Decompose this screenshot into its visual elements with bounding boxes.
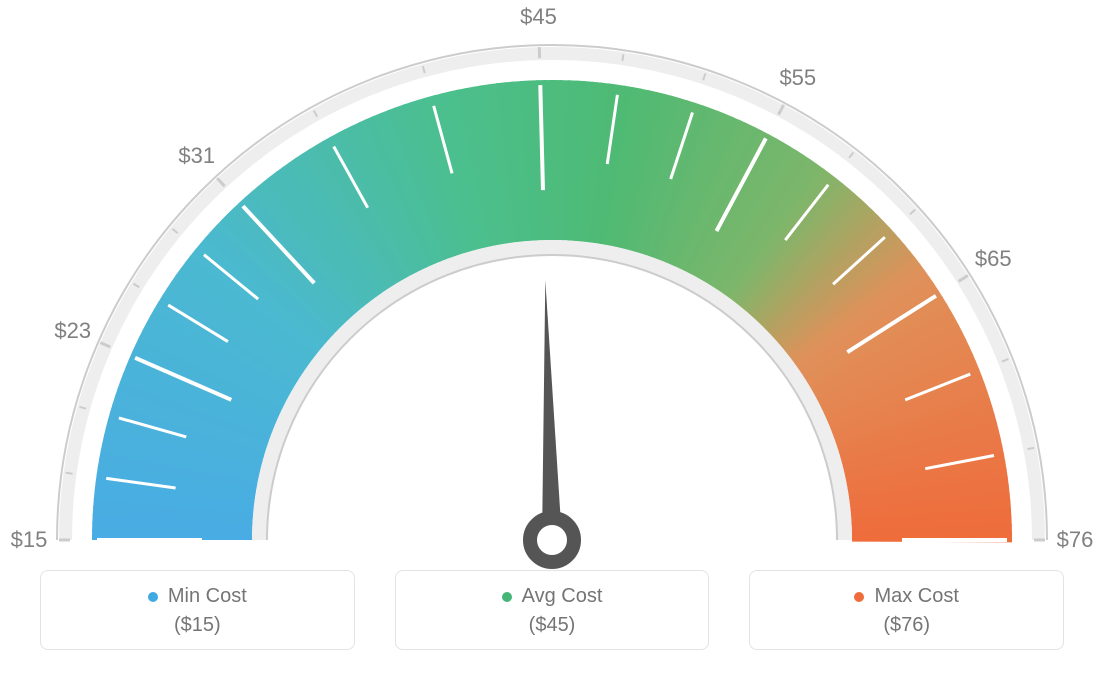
legend-value: ($76) bbox=[760, 614, 1053, 637]
gauge-svg bbox=[0, 0, 1104, 580]
legend-value: ($15) bbox=[51, 614, 344, 637]
gauge-chart: $15 $23 $31 $45 $55 $65 $76 bbox=[0, 0, 1104, 580]
gauge-tick-label: $45 bbox=[520, 4, 557, 30]
legend-value: ($45) bbox=[406, 614, 699, 637]
legend-dot-icon bbox=[854, 592, 864, 602]
legend-label: Avg Cost bbox=[522, 585, 603, 608]
legend-dot-icon bbox=[148, 592, 158, 602]
gauge-tick-label: $15 bbox=[11, 527, 48, 553]
gauge-tick-label: $55 bbox=[779, 65, 816, 91]
legend-label: Max Cost bbox=[874, 585, 958, 608]
gauge-tick-label: $31 bbox=[178, 143, 215, 169]
legend-dot-icon bbox=[502, 592, 512, 602]
legend-card: Max Cost ($76) bbox=[749, 570, 1064, 650]
legend-card: Avg Cost ($45) bbox=[395, 570, 710, 650]
legend-label: Min Cost bbox=[168, 585, 247, 608]
legend-top: Avg Cost bbox=[406, 585, 699, 608]
gauge-tick-label: $76 bbox=[1057, 527, 1094, 553]
gauge-tick-label: $23 bbox=[54, 318, 91, 344]
legend-top: Max Cost bbox=[760, 585, 1053, 608]
legend-card: Min Cost ($15) bbox=[40, 570, 355, 650]
legend-row: Min Cost ($15) Avg Cost ($45) Max Cost ($76) bbox=[0, 570, 1104, 650]
gauge-tick-label: $65 bbox=[975, 246, 1012, 272]
legend-top: Min Cost bbox=[51, 585, 344, 608]
